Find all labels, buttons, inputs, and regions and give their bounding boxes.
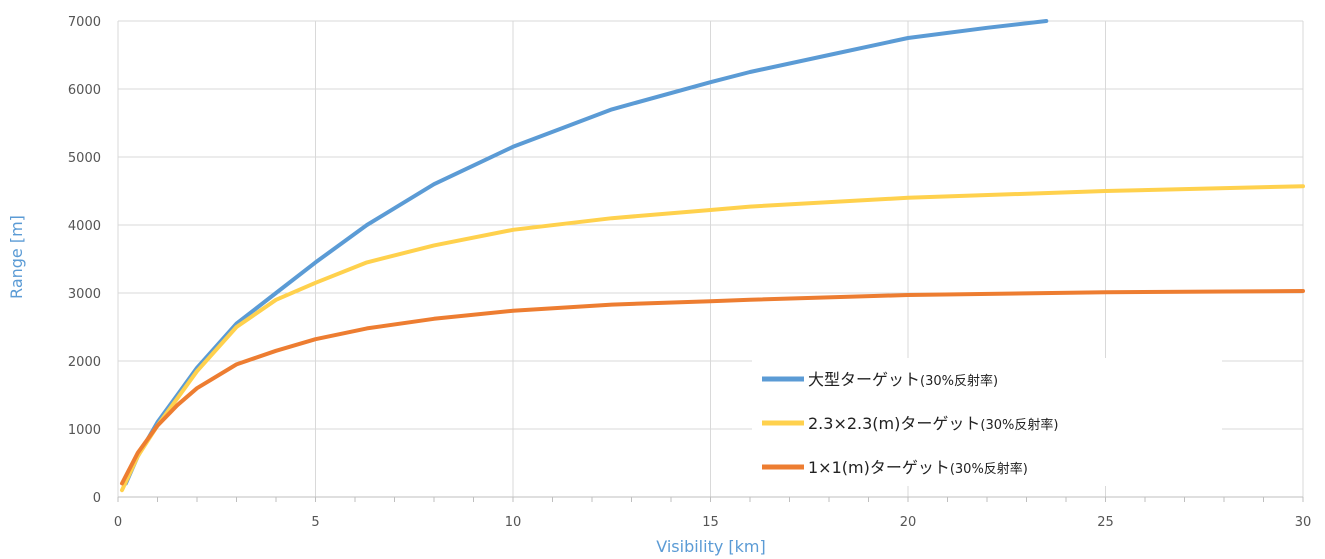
x-tick-label: 15 [702, 515, 719, 530]
legend-label-suffix: (30%反射率) [920, 373, 998, 389]
legend-label-name: 2.3×2.3(m)ターゲット [808, 414, 980, 433]
x-tick-label: 0 [114, 515, 122, 530]
x-axis-minor-ticks [117, 497, 1304, 502]
series-line-1 [123, 19, 1049, 486]
x-axis-title: Visibility [km] [656, 537, 765, 556]
series-line-2 [120, 184, 1305, 493]
legend-label-name: 1×1(m)ターゲット [808, 458, 950, 477]
legend-label-3: 1×1(m)ターゲット(30%反射率) [808, 458, 1028, 477]
legend-label-2: 2.3×2.3(m)ターゲット(30%反射率) [808, 414, 1058, 433]
y-tick-label: 5000 [68, 151, 101, 166]
y-tick-label: 0 [93, 491, 101, 506]
legend-label-suffix: (30%反射率) [980, 417, 1058, 433]
y-tick-label: 3000 [68, 287, 101, 302]
legend-label-name: 大型ターゲット [808, 370, 920, 389]
series-line-3 [120, 289, 1305, 486]
y-tick-label: 4000 [68, 219, 101, 234]
y-tick-label: 6000 [68, 83, 101, 98]
x-tick-label: 20 [900, 515, 917, 530]
series-lines [120, 19, 1305, 493]
x-tick-label: 5 [311, 515, 319, 530]
y-axis-tick-labels: 0 1000 2000 3000 4000 5000 6000 7000 [68, 15, 101, 506]
y-tick-label: 7000 [68, 15, 101, 30]
x-tick-label: 10 [505, 515, 522, 530]
y-tick-label: 2000 [68, 355, 101, 370]
y-tick-label: 1000 [68, 423, 101, 438]
x-axis-tick-labels: 0 5 10 15 20 25 30 [114, 515, 1311, 530]
x-tick-label: 30 [1295, 515, 1312, 530]
legend-label-1: 大型ターゲット(30%反射率) [808, 370, 998, 389]
y-axis-title: Range [m] [7, 215, 26, 299]
legend: 大型ターゲット(30%反射率)2.3×2.3(m)ターゲット(30%反射率)1×… [752, 358, 1222, 486]
x-tick-label: 25 [1097, 515, 1114, 530]
legend-background [752, 358, 1222, 486]
legend-label-suffix: (30%反射率) [950, 461, 1028, 477]
